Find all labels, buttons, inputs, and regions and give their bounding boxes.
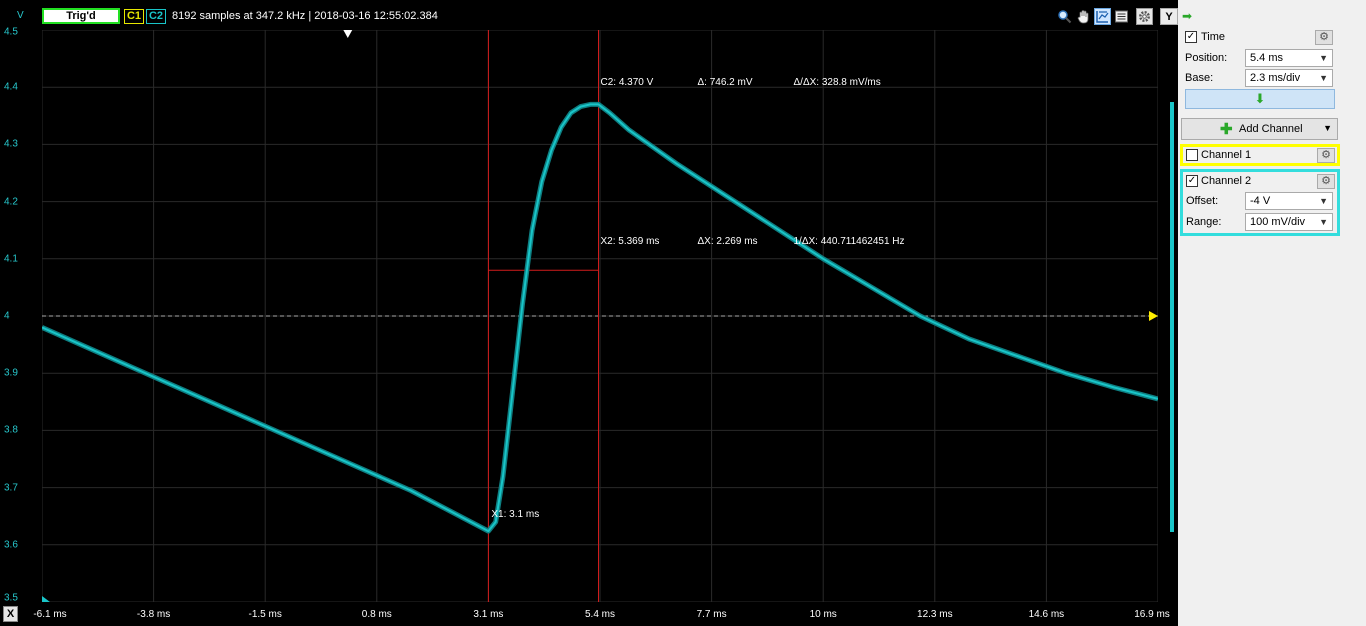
arrow-icon[interactable]: ➡	[1182, 9, 1193, 23]
y-axis-button[interactable]: Y	[1160, 8, 1178, 25]
x-axis-bar	[0, 604, 1178, 626]
range-label: Range:	[1186, 216, 1222, 228]
x-tick-label: -3.8 ms	[136, 609, 171, 620]
y-tick-label: 4	[4, 310, 10, 322]
cursor-icon[interactable]	[1094, 8, 1111, 25]
control-sidebar: ➡ ✓ Time ⚙ Position: 5.4 ms ▼ Base: 2.3 m…	[1178, 0, 1366, 626]
time-checkbox[interactable]: ✓	[1185, 31, 1197, 43]
gear-icon[interactable]	[1136, 8, 1153, 25]
x-tick-label: 12.3 ms	[917, 609, 953, 620]
hand-icon[interactable]	[1075, 8, 1092, 25]
y-tick-label: 3.6	[4, 539, 18, 551]
channel2-label: Channel 2	[1201, 175, 1252, 187]
x-axis-button[interactable]: X	[3, 606, 18, 622]
y-tick-label: 3.8	[4, 424, 18, 436]
x-tick-label: 14.6 ms	[1028, 609, 1065, 620]
channel2-panel: ✓ Channel 2 ⚙ Offset: -4 V ▼ Range: 100 m…	[1180, 169, 1340, 236]
time-label: Time	[1201, 31, 1226, 43]
channel1-checkbox[interactable]	[1186, 149, 1198, 161]
right-trace-histogram	[1170, 102, 1174, 532]
trigger-position-marker[interactable]	[343, 30, 353, 38]
chevron-down-icon: ▼	[1319, 73, 1328, 83]
y-tick-label: 4.1	[4, 253, 18, 265]
trigger-level-marker[interactable]	[1149, 311, 1158, 321]
channel1-tag[interactable]: C1	[124, 9, 144, 24]
trigger-status: Trig'd	[42, 8, 120, 24]
x-tick-label: 0.8 ms	[361, 609, 392, 620]
zoom-icon[interactable]	[1056, 8, 1073, 25]
add-channel-label: Add Channel	[1239, 123, 1303, 135]
x-tick-label: 3.1 ms	[473, 609, 504, 620]
scope-area: Trig'd C1 C2 8192 samples at 347.2 kHz |…	[0, 0, 1178, 626]
x-tick-label: 16.9 ms	[1134, 609, 1170, 620]
position-label: Position:	[1185, 52, 1228, 64]
x-tick-label: -1.5 ms	[248, 609, 282, 620]
channel1-panel: Channel 1 ⚙	[1180, 144, 1340, 166]
x-tick-label: 7.7 ms	[696, 609, 727, 620]
x-tick-label: -6.1 ms	[33, 609, 67, 620]
acquisition-info: 8192 samples at 347.2 kHz | 2018-03-16 1…	[168, 9, 442, 24]
annotation-x2: X2: 5.369 ms	[600, 235, 660, 247]
channel2-gear-icon[interactable]: ⚙	[1317, 174, 1335, 189]
offset-select[interactable]: -4 V ▼	[1245, 192, 1333, 210]
channel1-gear-icon[interactable]: ⚙	[1317, 148, 1335, 163]
position-value: 5.4 ms	[1250, 52, 1284, 64]
plus-icon: ✚	[1220, 121, 1233, 138]
base-value: 2.3 ms/div	[1250, 72, 1301, 84]
settings-icon[interactable]	[1113, 8, 1130, 25]
base-select[interactable]: 2.3 ms/div ▼	[1245, 69, 1333, 87]
offset-value: -4 V	[1250, 195, 1271, 207]
annotation-delta: Δ: 746.2 mV	[697, 77, 753, 89]
annotation-slope: Δ/ΔX: 328.8 mV/ms	[793, 77, 881, 89]
y-tick-label: 4.5	[4, 26, 18, 38]
x-tick-label: 5.4 ms	[584, 609, 616, 620]
channel2-offset-marker[interactable]	[42, 596, 50, 602]
y-tick-label: 4.4	[4, 81, 18, 93]
arrow-down-icon: ⬇	[1254, 91, 1266, 106]
annotation-x1: X1: 3.1 ms	[491, 509, 540, 521]
y-tick-label: 3.9	[4, 367, 18, 379]
chevron-down-icon: ▼	[1319, 196, 1328, 206]
y-tick-label: 4.2	[4, 196, 18, 208]
channel2-tag[interactable]: C2	[146, 9, 166, 24]
chevron-down-icon: ▼	[1319, 217, 1328, 227]
chevron-down-icon: ▼	[1323, 123, 1332, 133]
channel1-label: Channel 1	[1201, 149, 1252, 161]
channel2-checkbox[interactable]: ✓	[1186, 175, 1198, 187]
y-unit-label: V	[17, 10, 24, 21]
top-bar: Trig'd C1 C2 8192 samples at 347.2 kHz |…	[0, 7, 1178, 26]
position-select[interactable]: 5.4 ms ▼	[1245, 49, 1333, 67]
chevron-down-icon: ▼	[1319, 53, 1328, 63]
y-tick-label: 4.3	[4, 138, 18, 150]
x-tick-label: 10 ms	[809, 609, 837, 620]
add-channel-button[interactable]: ✚ Add Channel ▼	[1181, 118, 1338, 140]
range-value: 100 mV/div	[1250, 216, 1306, 228]
y-tick-label: 3.7	[4, 482, 18, 494]
base-label: Base:	[1185, 72, 1214, 84]
annotation-c2: C2: 4.370 V	[600, 77, 654, 89]
offset-label: Offset:	[1186, 195, 1219, 207]
apply-down-button[interactable]: ⬇	[1185, 89, 1335, 109]
time-gear-icon[interactable]: ⚙	[1315, 30, 1333, 45]
annotation-frequency: 1/ΔX: 440.711462451 Hz	[793, 235, 905, 247]
channel2-trace[interactable]	[42, 103, 1158, 533]
y-tick-label: 3.5	[4, 592, 18, 604]
scope-plot[interactable]	[42, 30, 1158, 602]
range-select[interactable]: 100 mV/div ▼	[1245, 213, 1333, 231]
time-panel: ✓ Time ⚙ Position: 5.4 ms ▼ Base: 2.3 ms/…	[1181, 26, 1335, 114]
annotation-delta-x: ΔX: 2.269 ms	[697, 235, 758, 247]
